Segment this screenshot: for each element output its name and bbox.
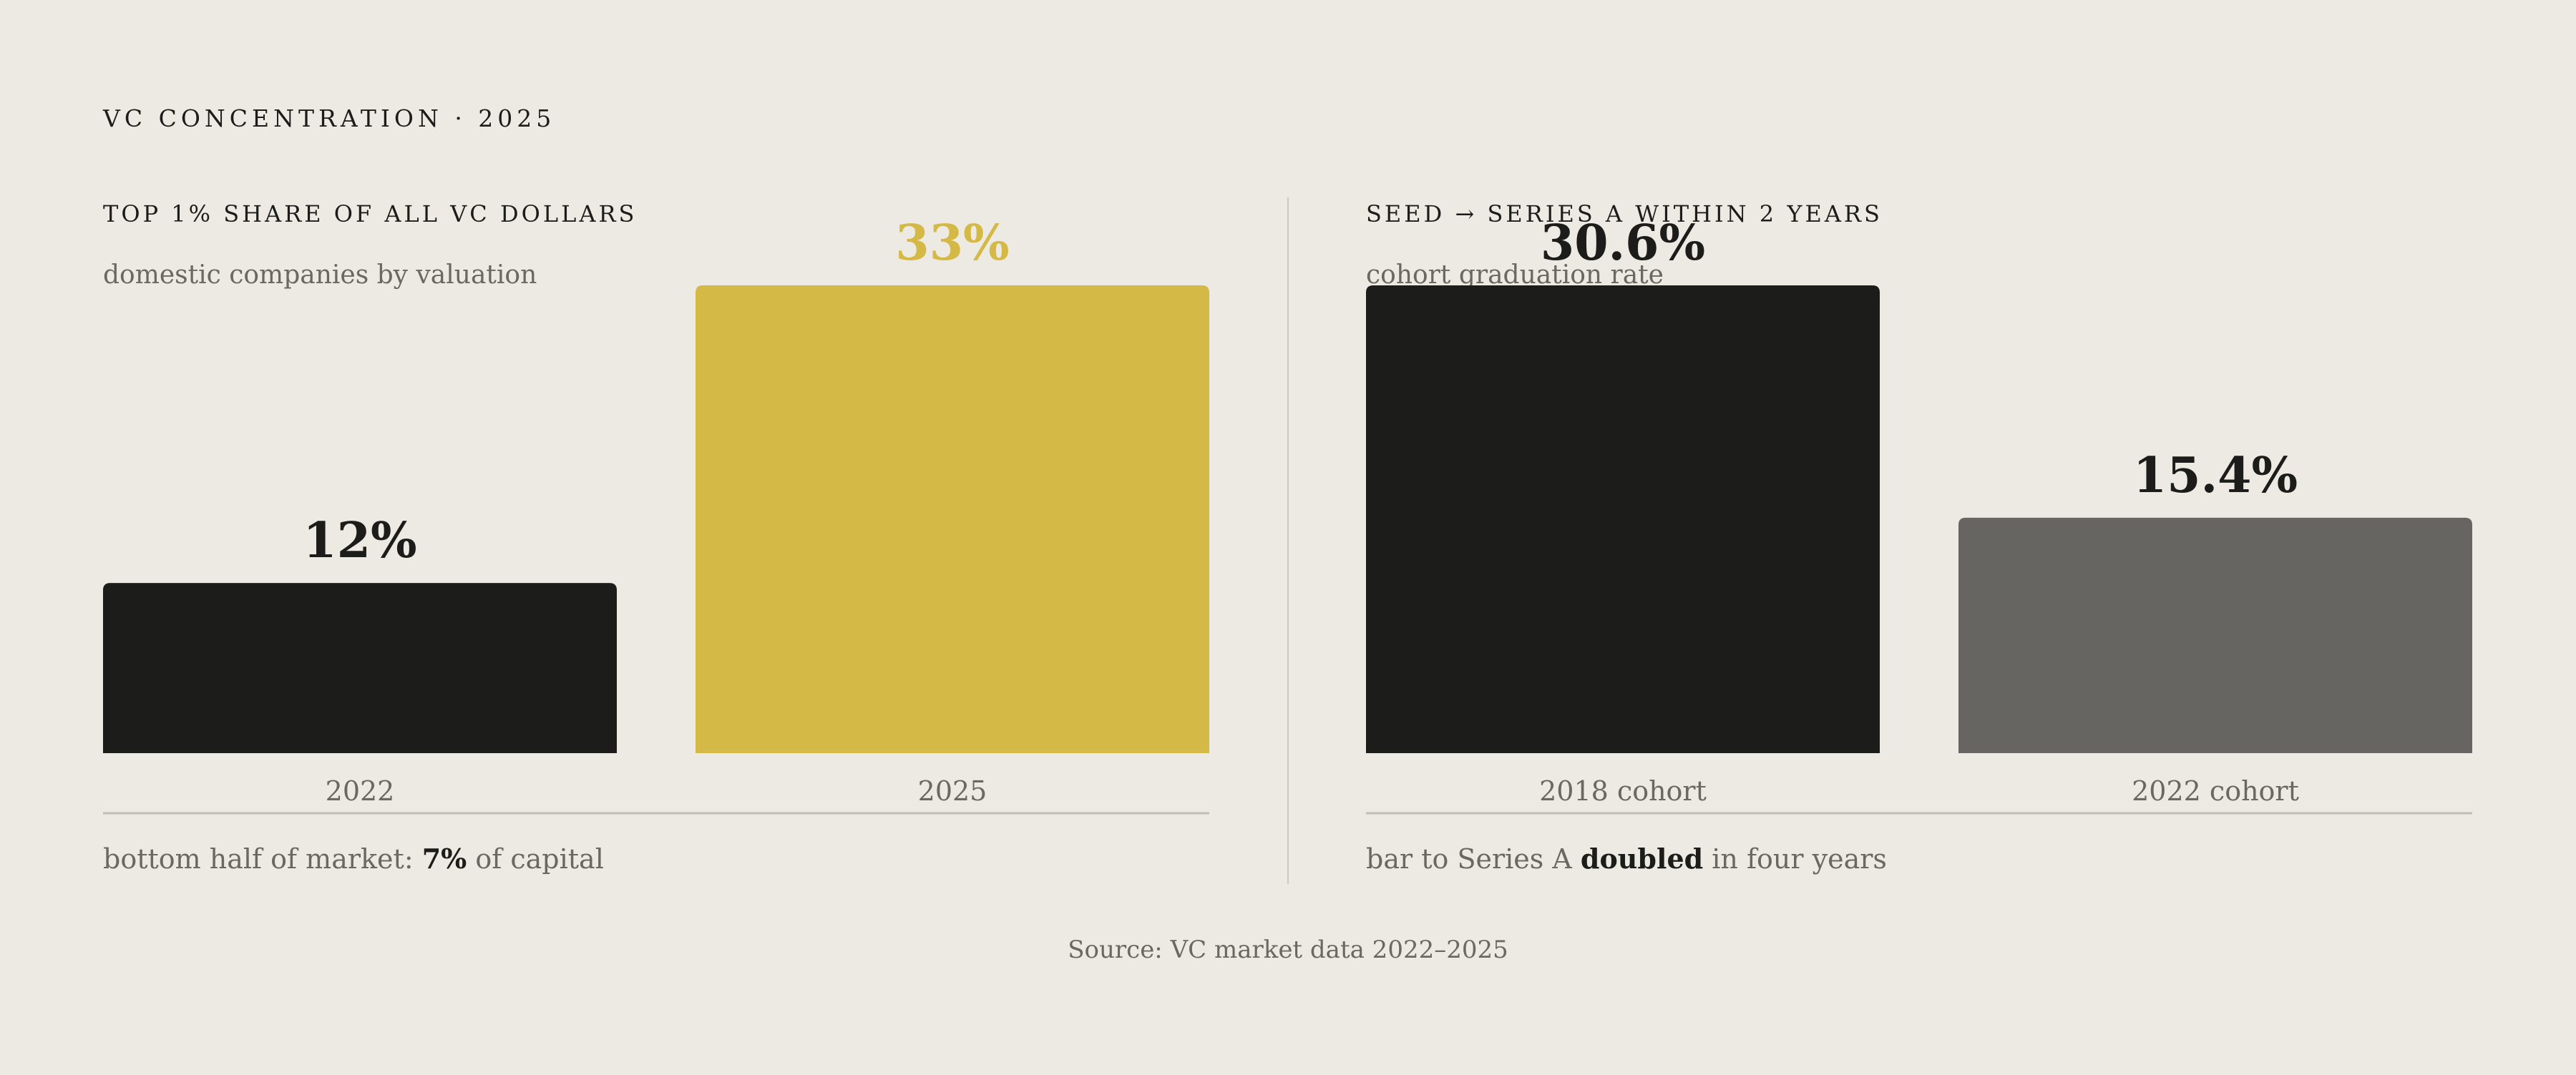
panel-2-category-label-2: 2022 cohort bbox=[2132, 775, 2299, 807]
panel-2-note-pre: bar to Series A bbox=[1366, 843, 1581, 875]
panel-2-bar-2 bbox=[1958, 517, 2472, 753]
panel-1-note-pre: bottom half of market: bbox=[103, 843, 422, 875]
page-kicker: VC CONCENTRATION · 2025 bbox=[103, 104, 556, 132]
panel-1-category-label-2: 2025 bbox=[918, 775, 987, 807]
panel-2-note-emphasis: doubled bbox=[1580, 843, 1704, 875]
panel-1-note: bottom half of market: 7% of capital bbox=[103, 843, 604, 875]
panel-1-category-label-1: 2022 bbox=[326, 775, 395, 807]
panel-2-value-label-2: 15.4% bbox=[2133, 447, 2298, 504]
panel-divider bbox=[1287, 197, 1289, 884]
panel-1-subtitle: domestic companies by valuation bbox=[103, 260, 537, 290]
panel-2-category-label-1: 2018 cohort bbox=[1539, 775, 1707, 807]
panel-2-subtitle: cohort graduation rate bbox=[1366, 260, 1664, 290]
panel-1-value-label-2: 33% bbox=[895, 215, 1009, 272]
panel-1-title: TOP 1% SHARE OF ALL VC DOLLARS bbox=[103, 200, 638, 227]
panel-2-title: SEED → SERIES A WITHIN 2 YEARS bbox=[1366, 200, 1883, 227]
panel-1-bar-1 bbox=[103, 583, 617, 753]
panel-1-note-emphasis: 7% bbox=[421, 843, 467, 875]
panel-1-note-post: of capital bbox=[467, 843, 604, 875]
panel-2-value-label-1: 30.6% bbox=[1541, 215, 1705, 272]
panel-2-note-post: in four years bbox=[1703, 843, 1887, 875]
panel-2-bar-1 bbox=[1366, 285, 1880, 753]
source-note: Source: VC market data 2022–2025 bbox=[1068, 936, 1508, 964]
panel-2-note: bar to Series A doubled in four years bbox=[1366, 843, 1887, 875]
panel-1-bar-2 bbox=[696, 285, 1209, 753]
panel-1-value-label-1: 12% bbox=[303, 512, 416, 569]
